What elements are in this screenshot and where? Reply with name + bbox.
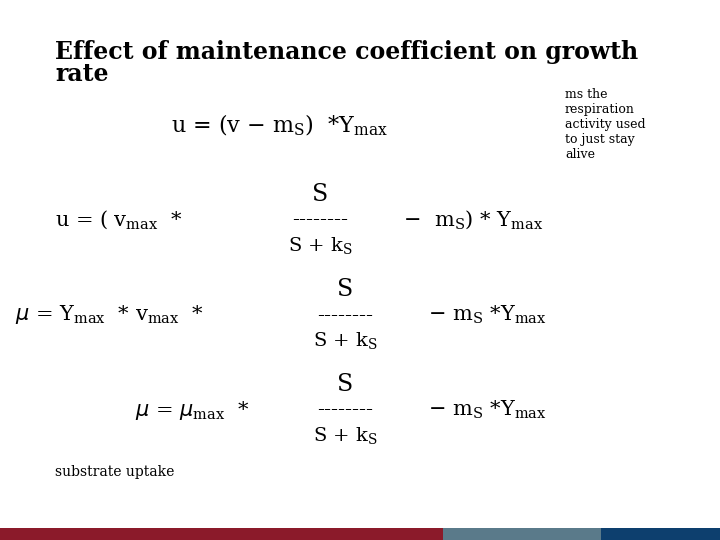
Text: S: S: [337, 278, 353, 301]
Text: S + k$_\mathregular{S}$: S + k$_\mathregular{S}$: [288, 235, 352, 256]
Text: $-$ m$_\mathregular{S}$ *Y$_\mathregular{max}$: $-$ m$_\mathregular{S}$ *Y$_\mathregular…: [415, 303, 546, 326]
Text: --------: --------: [317, 401, 373, 420]
Text: S + k$_\mathregular{S}$: S + k$_\mathregular{S}$: [312, 426, 377, 447]
Text: $\mu$ = Y$_\mathregular{max}$  * v$_\mathregular{max}$  *: $\mu$ = Y$_\mathregular{max}$ * v$_\math…: [15, 303, 211, 327]
Bar: [0, 528, 443, 540]
Text: u = (v $-$ m$_\mathregular{S}$)  *Y$_\mathregular{max}$: u = (v $-$ m$_\mathregular{S}$) *Y$_\mat…: [171, 112, 389, 138]
Bar: [601, 528, 720, 540]
Text: ms the
respiration
activity used
to just stay
alive: ms the respiration activity used to just…: [565, 88, 646, 161]
Text: rate: rate: [55, 62, 109, 86]
Text: $-$  m$_\mathregular{S}$) * Y$_\mathregular{max}$: $-$ m$_\mathregular{S}$) * Y$_\mathregul…: [390, 208, 543, 232]
Text: S: S: [337, 373, 353, 396]
Text: S: S: [312, 183, 328, 206]
Text: $-$ m$_\mathregular{S}$ *Y$_\mathregular{max}$: $-$ m$_\mathregular{S}$ *Y$_\mathregular…: [415, 399, 546, 421]
Text: $\mu$ = $\mu_\mathregular{max}$  *: $\mu$ = $\mu_\mathregular{max}$ *: [135, 399, 256, 422]
Text: substrate uptake: substrate uptake: [55, 465, 174, 479]
Bar: [443, 528, 601, 540]
Text: --------: --------: [317, 306, 373, 325]
Text: S + k$_\mathregular{S}$: S + k$_\mathregular{S}$: [312, 330, 377, 352]
Text: Effect of maintenance coefficient on growth: Effect of maintenance coefficient on gro…: [55, 40, 638, 64]
Text: --------: --------: [292, 211, 348, 229]
Text: u = ( v$_\mathregular{max}$  *: u = ( v$_\mathregular{max}$ *: [55, 208, 190, 232]
